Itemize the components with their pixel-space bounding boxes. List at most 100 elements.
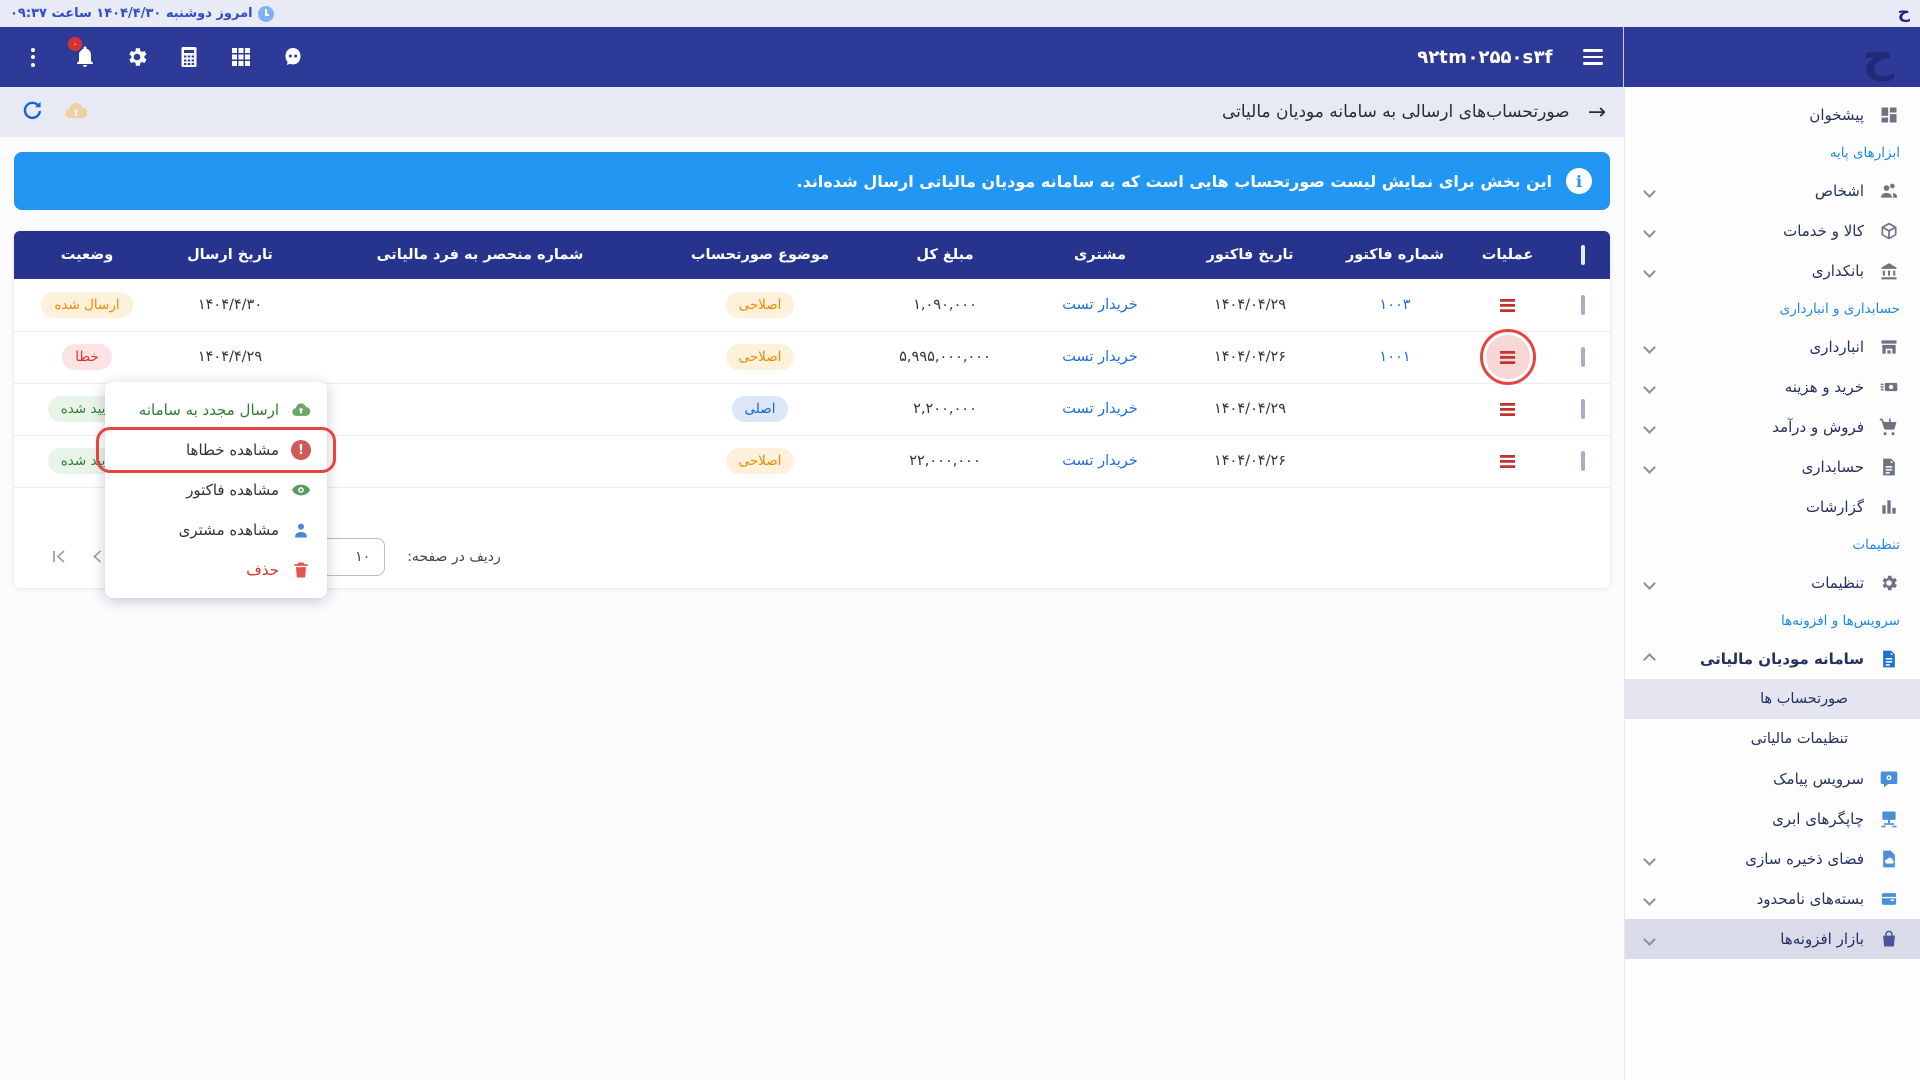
settings-gear-icon[interactable]	[124, 44, 150, 70]
table-header-row: عملیات شماره فاکتور تاریخ فاکتور مشتری م…	[14, 231, 1610, 279]
sidebar-item-reports[interactable]: گزارشات	[1625, 487, 1920, 527]
sidebar-item-goods-services[interactable]: کالا و خدمات	[1625, 211, 1920, 251]
row-actions-icon[interactable]: ≡	[1497, 395, 1518, 423]
invoice-date-cell: ۱۴۰۴/۰۴/۲۹	[1170, 279, 1330, 332]
menu-item-delete[interactable]: حذف	[105, 550, 327, 590]
sidebar-item-sms-service[interactable]: سرویس پیامک	[1625, 759, 1920, 799]
row-checkbox[interactable]	[1580, 451, 1585, 471]
previous-page-icon[interactable]	[89, 548, 106, 565]
row-checkbox[interactable]	[1580, 347, 1585, 367]
navbar: ح ۹۲tm۰۲۵۵۰s۳f ۰	[0, 27, 1920, 87]
sidebar-item-dashboard[interactable]: پیشخوان	[1625, 95, 1920, 135]
header-send-date: تاریخ ارسال	[160, 231, 300, 279]
sidebar-item-persons[interactable]: اشخاص	[1625, 171, 1920, 211]
chevron-down-icon	[1643, 892, 1656, 906]
sidebar-subitem-tax-settings[interactable]: تنظیمات مالیاتی	[1750, 731, 1848, 747]
sidebar-subitem-invoices[interactable]: صورتحساب ها	[1625, 679, 1920, 719]
subject-badge: اصلی	[731, 396, 789, 422]
clock-icon	[257, 5, 274, 22]
invoice-number-link[interactable]: ۱۰۰۳	[1379, 296, 1411, 313]
chevron-down-icon	[1643, 576, 1656, 590]
row-actions-highlighted[interactable]: ≡	[1479, 329, 1536, 385]
row-actions-icon[interactable]: ≡	[1497, 447, 1518, 475]
business-id[interactable]: ۹۲tm۰۲۵۵۰s۳f	[1417, 46, 1553, 68]
person-icon	[295, 523, 307, 538]
header-operations: عملیات	[1460, 231, 1555, 279]
chevron-down-icon	[1643, 224, 1656, 238]
dashboard-icon	[1878, 104, 1900, 126]
sidebar-item-accounting[interactable]: حسابداری	[1625, 447, 1920, 487]
info-icon: i	[1566, 168, 1592, 194]
table-row: ≡ ۱۰۰۱ ۱۴۰۴/۰۴/۲۶ خریدار تست ۵,۹۹۵,۰۰۰,۰…	[14, 329, 1610, 385]
chevron-down-icon	[1643, 184, 1656, 198]
customer-link[interactable]: خریدار تست	[1062, 453, 1138, 469]
sidebar-item-addons-market[interactable]: بازار افزونه‌ها	[1625, 919, 1920, 959]
row-checkbox[interactable]	[1580, 294, 1585, 315]
customer-link[interactable]: خریدار تست	[1062, 296, 1138, 313]
page-title-bar: → صورتحساب‌های ارسالی به سامانه مودیان م…	[0, 87, 1624, 137]
sidebar-item-banking[interactable]: بانکداری	[1625, 251, 1920, 291]
sidebar-item-sales-income[interactable]: فروش و درآمد	[1625, 407, 1920, 447]
bulk-upload-cloud-icon[interactable]	[62, 99, 88, 125]
customer-link[interactable]: خریدار تست	[1062, 401, 1138, 417]
notification-badge: ۰	[66, 35, 84, 53]
rows-per-page-label: ردیف در صفحه:	[407, 548, 501, 565]
notifications-bell-icon[interactable]: ۰	[66, 35, 98, 70]
sidebar-section-settings: تنظیمات	[1852, 537, 1900, 553]
error-icon: !	[291, 440, 311, 460]
cloud-printer-icon	[1878, 808, 1900, 830]
menu-toggle-icon[interactable]	[1583, 49, 1603, 65]
calculator-icon[interactable]	[176, 44, 202, 70]
sidebar-item-settings[interactable]: تنظیمات	[1625, 563, 1920, 603]
status-badge: ارسال شده	[41, 291, 133, 318]
send-date-cell: ۱۴۰۴/۴/۲۹	[160, 331, 300, 384]
sidebar-item-cloud-printers[interactable]: چاپگرهای ابری	[1625, 799, 1920, 839]
sidebar-item-unlimited-packages[interactable]: بسته‌های نامحدود	[1625, 879, 1920, 919]
sidebar-item-warehousing[interactable]: انبارداری	[1625, 327, 1920, 367]
status-badge: خطا	[62, 344, 112, 370]
invoice-number-link[interactable]: ۱۰۰۱	[1379, 349, 1411, 365]
sidebar-item-purchase-expense[interactable]: خرید و هزینه	[1625, 367, 1920, 407]
customer-link[interactable]: خریدار تست	[1062, 349, 1138, 365]
menu-item-resend-to-system[interactable]: ارسال مجدد به سامانه	[105, 390, 327, 430]
kebab-menu-icon[interactable]	[20, 44, 46, 70]
accounting-doc-icon	[1878, 456, 1900, 478]
sidebar-item-tax-system[interactable]: سامانه مودیان مالیاتی	[1625, 639, 1920, 679]
refresh-icon[interactable]	[18, 99, 44, 125]
rows-per-page-value: ۱۰	[355, 548, 371, 565]
row-checkbox[interactable]	[1580, 399, 1585, 419]
row-actions-icon[interactable]: ≡	[1497, 343, 1518, 371]
header-invoice-date: تاریخ فاکتور	[1170, 231, 1330, 279]
back-arrow-icon[interactable]: →	[1587, 99, 1606, 125]
menu-item-view-customer[interactable]: مشاهده مشتری	[105, 510, 327, 550]
select-all-checkbox[interactable]	[1580, 245, 1585, 265]
menu-item-view-invoice[interactable]: مشاهده فاکتور	[105, 470, 327, 510]
sidebar: پیشخوان ابزارهای پایه اشخاص کالا و خدمات…	[1624, 87, 1920, 1080]
header-subject: موضوع صورتحساب	[660, 231, 860, 279]
assistant-robot-icon[interactable]	[280, 44, 306, 70]
chevron-down-icon	[1643, 852, 1656, 866]
send-date-cell: ۱۴۰۴/۴/۳۰	[160, 279, 300, 332]
total-cell: ۱,۰۹۰,۰۰۰	[860, 279, 1030, 332]
sms-service-icon	[1878, 768, 1900, 790]
chevron-down-icon	[1643, 264, 1656, 278]
today-date-text: امروز دوشنبه ۱۴۰۴/۴/۳۰ ساعت ۰۹:۳۷	[10, 5, 274, 22]
row-actions-icon[interactable]: ≡	[1497, 290, 1518, 319]
first-page-icon[interactable]	[50, 548, 67, 565]
apps-grid-icon[interactable]	[228, 44, 254, 70]
trash-icon	[294, 562, 308, 578]
date-label: امروز دوشنبه ۱۴۰۴/۴/۳۰ ساعت ۰۹:۳۷	[10, 6, 253, 21]
menu-item-view-errors[interactable]: ! مشاهده خطاها	[96, 427, 336, 473]
info-banner: i این بخش برای نمایش لیست صورتحساب هایی …	[14, 152, 1610, 210]
total-cell: ۲,۲۰۰,۰۰۰	[860, 383, 1030, 436]
sidebar-item-storage[interactable]: فضای ذخیره سازی	[1625, 839, 1920, 879]
header-select-all[interactable]	[1555, 231, 1610, 279]
info-banner-text: این بخش برای نمایش لیست صورتحساب هایی اس…	[796, 171, 1552, 191]
chevron-down-icon	[1643, 932, 1656, 946]
content-area: i این بخش برای نمایش لیست صورتحساب هایی …	[0, 137, 1624, 1080]
invoice-date-cell: ۱۴۰۴/۰۴/۲۹	[1170, 383, 1330, 436]
eye-icon	[292, 484, 310, 496]
bank-icon	[1878, 260, 1900, 282]
chevron-down-icon	[1643, 420, 1656, 434]
sidebar-section-accounting-warehouse: حسابداری و انبارداری	[1779, 301, 1900, 317]
